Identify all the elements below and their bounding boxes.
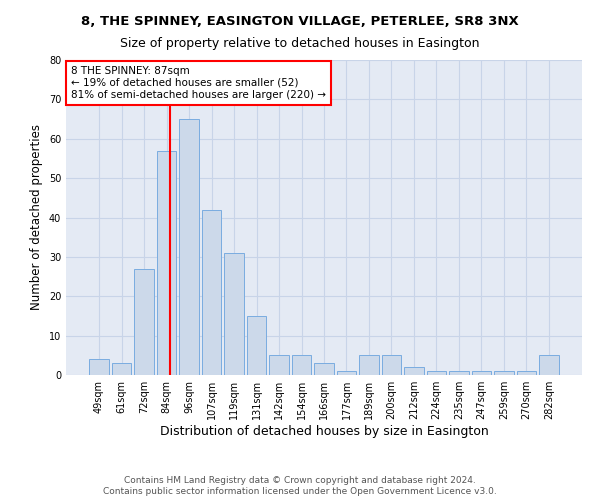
- Text: 8, THE SPINNEY, EASINGTON VILLAGE, PETERLEE, SR8 3NX: 8, THE SPINNEY, EASINGTON VILLAGE, PETER…: [81, 15, 519, 28]
- Bar: [157, 150, 176, 375]
- Bar: [179, 119, 199, 375]
- Bar: [427, 371, 446, 375]
- Y-axis label: Number of detached properties: Number of detached properties: [30, 124, 43, 310]
- Text: Size of property relative to detached houses in Easington: Size of property relative to detached ho…: [120, 38, 480, 51]
- Bar: [247, 316, 266, 375]
- Bar: [202, 210, 221, 375]
- Bar: [134, 268, 154, 375]
- Bar: [359, 356, 379, 375]
- Bar: [404, 367, 424, 375]
- Bar: [494, 371, 514, 375]
- Bar: [382, 356, 401, 375]
- Bar: [337, 371, 356, 375]
- Bar: [517, 371, 536, 375]
- Bar: [472, 371, 491, 375]
- Bar: [89, 359, 109, 375]
- Bar: [539, 356, 559, 375]
- Bar: [292, 356, 311, 375]
- Bar: [112, 363, 131, 375]
- Text: Contains HM Land Registry data © Crown copyright and database right 2024.: Contains HM Land Registry data © Crown c…: [124, 476, 476, 485]
- Text: 8 THE SPINNEY: 87sqm
← 19% of detached houses are smaller (52)
81% of semi-detac: 8 THE SPINNEY: 87sqm ← 19% of detached h…: [71, 66, 326, 100]
- Bar: [224, 253, 244, 375]
- Bar: [449, 371, 469, 375]
- Bar: [269, 356, 289, 375]
- Text: Contains public sector information licensed under the Open Government Licence v3: Contains public sector information licen…: [103, 488, 497, 496]
- Bar: [314, 363, 334, 375]
- X-axis label: Distribution of detached houses by size in Easington: Distribution of detached houses by size …: [160, 425, 488, 438]
